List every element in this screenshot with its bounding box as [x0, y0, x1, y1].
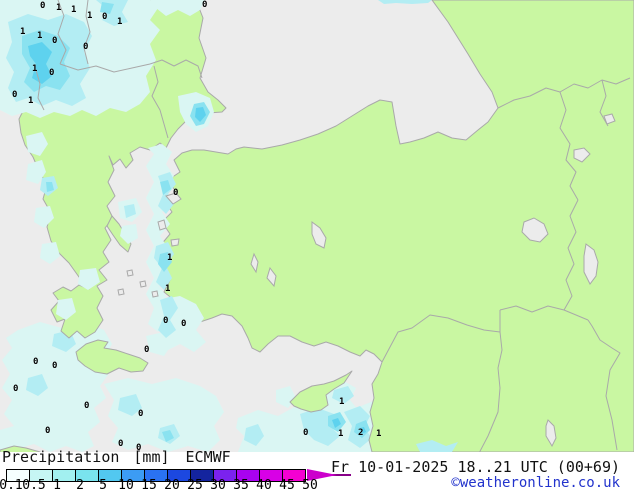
legend-tick-label: 40 [256, 478, 272, 490]
legend-color-segment [237, 470, 260, 481]
lake-egirdir [250, 252, 259, 274]
legend-model-name: ECMWF [185, 448, 231, 466]
legend-tick-label: 0.5 [22, 478, 46, 490]
euboea-island [106, 215, 132, 253]
forecast-timestamp: Fr 10-01-2025 18..21 UTC (00+69) [331, 458, 620, 476]
lake-urmia [583, 243, 599, 285]
lesbos-island [165, 192, 182, 205]
legend-color-segment [99, 470, 122, 481]
legend-color-segment [7, 470, 30, 481]
lake-assad [545, 419, 557, 448]
legend-units: [mm] [133, 448, 170, 466]
cyprus-island [289, 370, 353, 413]
legend-tick-label: 10 [118, 478, 134, 490]
legend-tick-label: 2 [76, 478, 84, 490]
legend-tick-labels: 0.1 0.5 1 2 5 10 15 20 25 30 35 40 45 50 [0, 478, 340, 490]
legend-tick-label: 50 [302, 478, 318, 490]
country-borders [35, 0, 631, 452]
lake-van [521, 217, 549, 243]
legend-arrow-icon [307, 469, 351, 481]
legend-color-segment [76, 470, 99, 481]
lakes-layer [250, 113, 616, 448]
lake-sevan [573, 147, 591, 163]
legend-color-bar [6, 469, 306, 482]
lake-beysehir [266, 266, 277, 288]
legend-color-segment [53, 470, 76, 481]
legend-footer: Precipitation [mm] ECMWF 0.1 0.5 1 2 5 10 15 20 25… [0, 448, 634, 490]
crete-island [75, 339, 149, 375]
legend-color-segment [122, 470, 145, 481]
legend-tick-label: 35 [233, 478, 249, 490]
legend-color-segment [145, 470, 168, 481]
legend-title-text: Precipitation [2, 448, 120, 466]
legend-color-segment [168, 470, 191, 481]
legend-tick-label: 30 [210, 478, 226, 490]
legend-tick-label: 5 [99, 478, 107, 490]
aegean-islands [117, 192, 182, 298]
legend-tick-label: 0.1 [0, 478, 23, 490]
precipitation-land-layer [0, 0, 458, 452]
lake-tuz [311, 221, 327, 249]
north-africa-coast [0, 445, 41, 452]
legend-tick-label: 15 [141, 478, 157, 490]
legend-color-segment [191, 470, 214, 481]
legend-tick-label: 1 [53, 478, 61, 490]
copyright-link[interactable]: ©weatheronline.co.uk [451, 475, 620, 490]
samos-island [170, 238, 180, 247]
chios-island [157, 219, 167, 231]
legend-tick-label: 20 [164, 478, 180, 490]
legend-color-segment [260, 470, 283, 481]
legend-tick-label: 25 [187, 478, 203, 490]
legend-tick-label: 45 [279, 478, 295, 490]
legend-title: Precipitation [mm] ECMWF [2, 448, 231, 466]
legend-color-segment [30, 470, 53, 481]
legend-color-segment [283, 470, 305, 481]
legend-color-segment [214, 470, 237, 481]
map-svg [0, 0, 634, 452]
